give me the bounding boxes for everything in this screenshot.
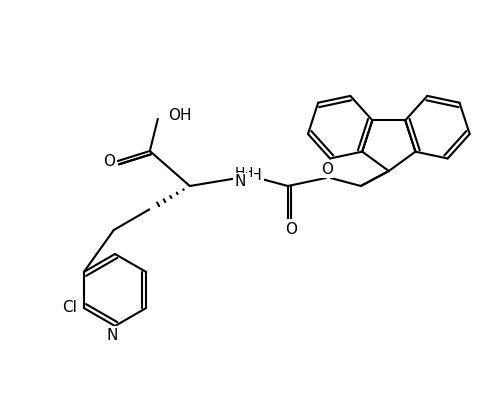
Text: N: N bbox=[106, 328, 118, 343]
Text: Cl: Cl bbox=[62, 300, 78, 316]
Text: N: N bbox=[236, 172, 248, 187]
Text: O: O bbox=[321, 162, 333, 176]
Text: N: N bbox=[234, 174, 245, 189]
Text: O: O bbox=[320, 162, 332, 176]
Text: O: O bbox=[285, 220, 297, 236]
Text: N: N bbox=[108, 328, 118, 343]
Text: O: O bbox=[103, 154, 115, 168]
Text: H: H bbox=[234, 166, 245, 180]
Text: O: O bbox=[104, 154, 116, 168]
Text: OH: OH bbox=[168, 109, 192, 123]
Text: Cl: Cl bbox=[62, 300, 78, 316]
Text: H: H bbox=[242, 166, 253, 180]
Text: NH: NH bbox=[240, 168, 262, 183]
Text: O: O bbox=[285, 222, 297, 236]
Text: OH: OH bbox=[170, 107, 194, 123]
